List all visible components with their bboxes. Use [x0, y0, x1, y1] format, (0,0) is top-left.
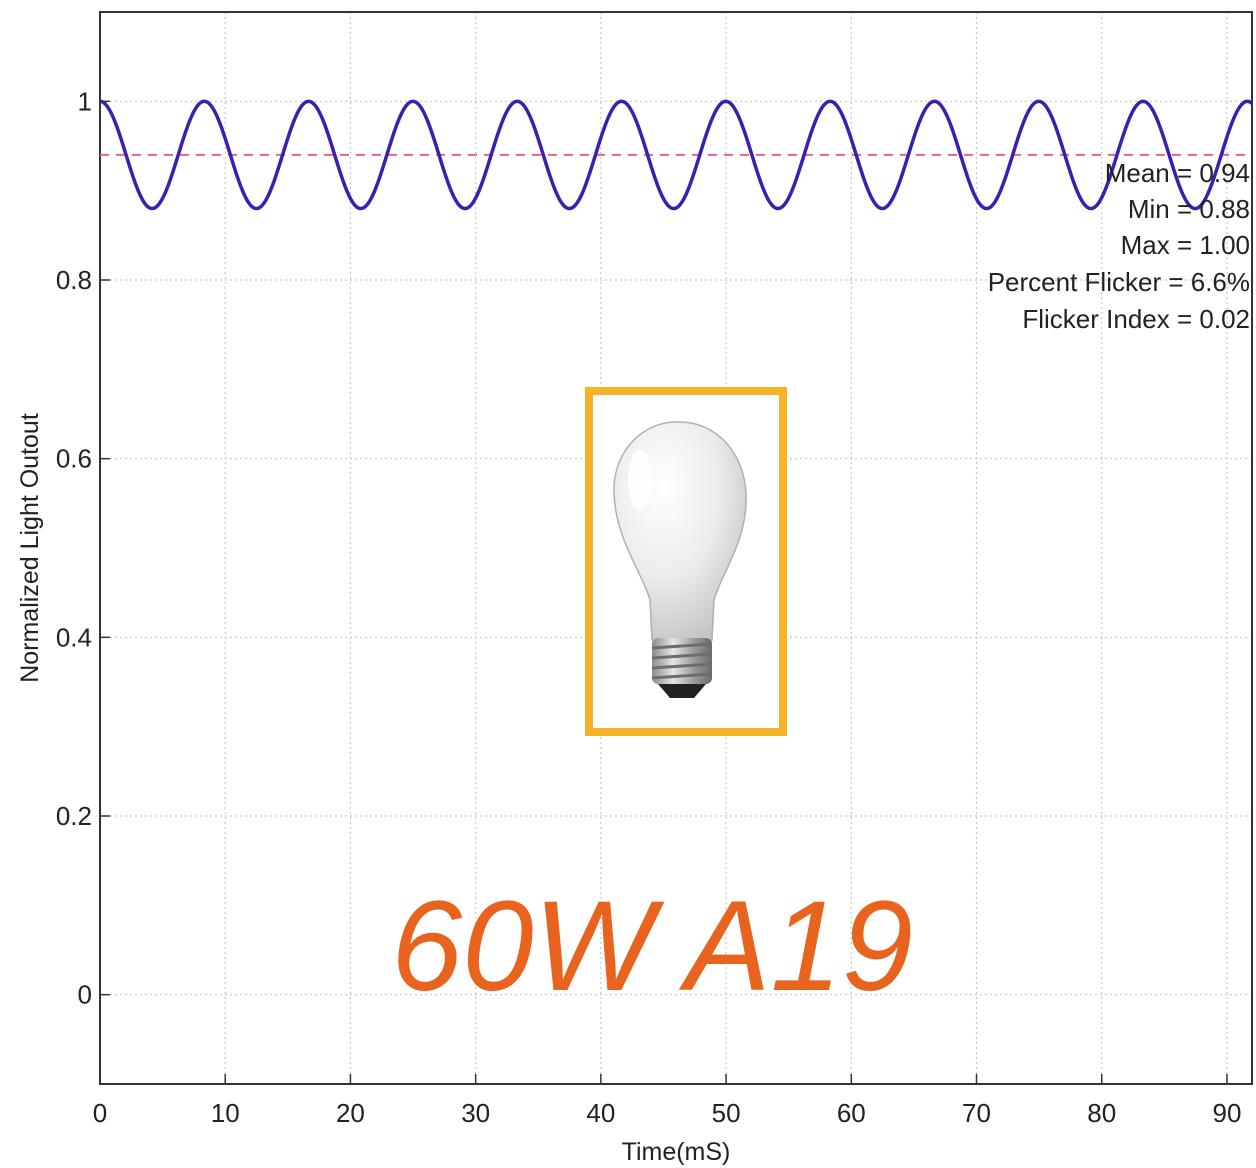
x-tick-label: 0	[93, 1098, 107, 1128]
incandescent-bulb-icon	[613, 421, 747, 698]
statistic-annotation: Max = 1.00	[1121, 230, 1250, 260]
light-output-line	[99, 99, 1254, 211]
plot-area	[99, 11, 1253, 1085]
y-tick-label: 0	[78, 980, 92, 1010]
x-axis-ticks: 0 10 20 30 40 50 60 70 80 90	[93, 1074, 1241, 1128]
x-tick-label: 70	[962, 1098, 991, 1128]
statistic-annotation: Mean = 0.94	[1105, 158, 1250, 188]
x-tick-label: 20	[336, 1098, 365, 1128]
y-tick-label: 0.8	[56, 265, 92, 295]
y-tick-label: 1	[78, 86, 92, 116]
y-tick-label: 0.2	[56, 801, 92, 831]
statistics-annotations: Mean = 0.94 Min = 0.88 Max = 1.00 Percent F…	[988, 158, 1250, 334]
x-tick-label: 80	[1087, 1098, 1116, 1128]
y-axis-label: Normalized Light Outout	[16, 413, 44, 683]
x-tick-label: 90	[1212, 1098, 1241, 1128]
statistic-annotation: Flicker Index = 0.02	[1022, 304, 1250, 334]
y-tick-label: 0.4	[56, 622, 92, 652]
x-tick-label: 30	[461, 1098, 490, 1128]
bulb-image	[585, 387, 787, 736]
y-axis-ticks: 0 0.2 0.4 0.6 0.8 1	[56, 86, 110, 1010]
statistic-annotation: Percent Flicker = 6.6%	[988, 267, 1250, 297]
y-tick-label: 0.6	[56, 444, 92, 474]
x-tick-label: 60	[837, 1098, 866, 1128]
bulb-model-label: 60W A19	[391, 875, 913, 1018]
x-tick-label: 50	[712, 1098, 741, 1128]
x-tick-label: 10	[211, 1098, 240, 1128]
statistic-annotation: Min = 0.88	[1128, 194, 1250, 224]
grid-lines	[99, 12, 1252, 1084]
x-axis-label: Time(mS)	[622, 1138, 731, 1166]
x-tick-label: 40	[586, 1098, 615, 1128]
